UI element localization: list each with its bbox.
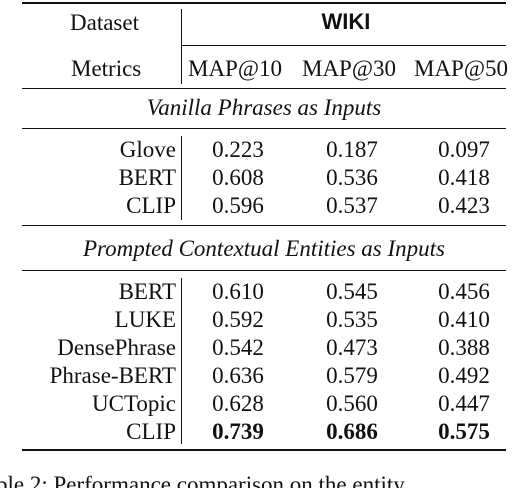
value-cell: 0.536 (326, 165, 378, 190)
value-cell: 0.473 (326, 335, 378, 360)
value-cell: 0.636 (212, 363, 264, 388)
header-vertical-bar (181, 9, 182, 84)
section-title-prompted: Prompted Contextual Entities as Inputs (82, 236, 445, 261)
model-name: CLIP (126, 193, 176, 218)
value-cell: 0.447 (438, 391, 490, 416)
value-cell: 0.579 (326, 363, 378, 388)
dataset-label: Dataset (70, 10, 139, 35)
header-divider-rule (182, 45, 506, 46)
top-rule (22, 2, 506, 4)
metric-header-map50: MAP@50 (414, 56, 509, 81)
section1-vertical-bar (181, 136, 182, 220)
value-cell: 0.628 (212, 391, 264, 416)
model-name: UCTopic (92, 391, 176, 416)
metrics-label: Metrics (71, 56, 142, 81)
model-name: BERT (118, 279, 176, 304)
header-bottom-rule (22, 88, 506, 89)
section2-top-rule (22, 225, 506, 226)
value-cell: 0.492 (438, 363, 490, 388)
value-cell: 0.608 (212, 165, 264, 190)
bottom-rule (22, 449, 506, 451)
value-cell: 0.410 (438, 307, 490, 332)
value-cell: 0.187 (326, 137, 378, 162)
dataset-name: WIKI (321, 9, 371, 34)
value-cell: 0.596 (212, 193, 264, 218)
best-value-cell: 0.575 (438, 419, 490, 444)
value-cell: 0.423 (438, 193, 490, 218)
metric-header-map30: MAP@30 (302, 56, 397, 81)
section-title-vanilla: Vanilla Phrases as Inputs (146, 95, 382, 120)
value-cell: 0.223 (212, 137, 264, 162)
value-cell: 0.537 (326, 193, 378, 218)
model-name: LUKE (114, 307, 176, 332)
best-value-cell: 0.739 (212, 419, 264, 444)
section2-vertical-bar (181, 278, 182, 444)
model-name: BERT (118, 165, 176, 190)
value-cell: 0.388 (438, 335, 490, 360)
model-name: DensePhrase (57, 335, 176, 360)
value-cell: 0.610 (212, 279, 264, 304)
model-name: CLIP (126, 419, 176, 444)
value-cell: 0.097 (438, 137, 490, 162)
section2-title-rule (22, 270, 506, 271)
table-caption: ble 2: Performance comparison on the ent… (0, 472, 405, 488)
value-cell: 0.592 (212, 307, 264, 332)
value-cell: 0.545 (326, 279, 378, 304)
model-name: Phrase-BERT (49, 363, 176, 388)
section1-title-rule (22, 128, 506, 129)
best-value-cell: 0.686 (326, 419, 378, 444)
value-cell: 0.542 (212, 335, 264, 360)
value-cell: 0.535 (326, 307, 378, 332)
value-cell: 0.418 (438, 165, 490, 190)
value-cell: 0.560 (326, 391, 378, 416)
metric-header-map10: MAP@10 (188, 56, 283, 81)
model-name: Glove (119, 137, 176, 162)
value-cell: 0.456 (438, 279, 490, 304)
